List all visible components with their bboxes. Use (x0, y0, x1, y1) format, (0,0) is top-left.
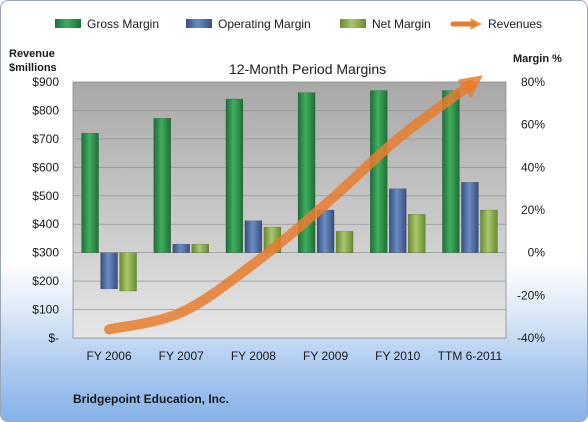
legend-swatch-gross-margin (55, 19, 81, 28)
bar-operating-margin-ttm-6-2011 (461, 182, 479, 253)
left-axis-title-line2: $millions (9, 62, 57, 74)
legend: Gross Margin Operating Margin Net Margin… (55, 17, 542, 31)
gridlines (73, 110, 506, 310)
bar-net-margin-fy-2007 (191, 243, 209, 253)
legend-item-net-margin: Net Margin (340, 17, 431, 31)
revenue-line (104, 75, 483, 335)
right-tick-label: 80% (521, 75, 545, 89)
left-axis-title-line1: Revenue (9, 48, 55, 60)
category-label-fy-2007: FY 2007 (159, 349, 204, 363)
legend-item-revenues: Revenues (450, 17, 542, 31)
left-tick-label: $400 (32, 217, 59, 231)
left-tick-label: $700 (32, 132, 59, 146)
left-tick-label: $300 (32, 246, 59, 260)
category-label-fy-2009: FY 2009 (303, 349, 348, 363)
revenue-point-fy-2008 (252, 263, 255, 266)
category-label-fy-2006: FY 2006 (87, 349, 132, 363)
legend-label-net-margin: Net Margin (372, 17, 431, 31)
revenue-line-layer (104, 75, 483, 335)
category-label-ttm-6-2011: TTM 6-2011 (438, 349, 503, 363)
plot-area (72, 81, 507, 339)
bars-layer (81, 90, 498, 292)
bar-gross-margin-fy-2007 (153, 118, 171, 253)
right-axis-ticks: -40% -20% 0% 20% 40% 60% 80% (517, 75, 545, 345)
legend-label-revenues: Revenues (488, 17, 542, 31)
revenue-point-fy-2009 (324, 203, 327, 206)
revenue-point-ttm-6-2011 (468, 83, 471, 86)
left-axis-ticks: $- $100 $200 $300 $400 $500 $600 $700 $800 $900 (32, 75, 59, 345)
right-tick-label: -40% (517, 331, 545, 345)
category-label-fy-2008: FY 2008 (231, 349, 276, 363)
company-name: Bridgepoint Education, Inc. (73, 392, 229, 406)
right-tick-label: 60% (521, 118, 545, 132)
right-axis-title: Margin % (513, 53, 562, 65)
left-tick-label: $100 (32, 303, 59, 317)
chart-title: 12-Month Period Margins (229, 61, 386, 77)
left-tick-label: $500 (32, 189, 59, 203)
legend-label-operating-margin: Operating Margin (218, 17, 311, 31)
right-tick-label: 20% (521, 203, 545, 217)
legend-item-operating-margin: Operating Margin (186, 17, 311, 31)
category-label-fy-2010: FY 2010 (375, 349, 420, 363)
revenue-point-fy-2010 (396, 137, 399, 140)
bar-operating-margin-fy-2009 (316, 209, 335, 253)
legend-swatch-net-margin (340, 19, 366, 28)
left-tick-label: $900 (32, 75, 59, 89)
bar-gross-margin-ttm-6-2011 (442, 90, 460, 253)
legend-item-gross-margin: Gross Margin (55, 17, 159, 31)
bar-gross-margin-fy-2006 (81, 132, 99, 253)
left-tick-label: $200 (32, 274, 59, 288)
legend-label-gross-margin: Gross Margin (87, 17, 159, 31)
right-tick-label: 0% (528, 246, 546, 260)
left-tick-label: $- (48, 331, 59, 345)
bar-operating-margin-fy-2010 (389, 188, 407, 253)
bar-operating-margin-fy-2007 (172, 243, 190, 253)
right-tick-label: -20% (517, 288, 545, 302)
bar-net-margin-fy-2006 (119, 252, 137, 292)
category-labels: FY 2006 FY 2007 FY 2008 FY 2009 FY 2010 TTM 6… (87, 349, 503, 363)
revenue-point-fy-2006 (108, 328, 111, 331)
left-tick-label: $800 (32, 103, 59, 117)
bar-net-margin-fy-2009 (335, 231, 354, 253)
right-tick-label: 40% (521, 160, 545, 174)
left-tick-label: $600 (32, 160, 59, 174)
bar-operating-margin-fy-2006 (100, 252, 118, 290)
bar-gross-margin-fy-2008 (225, 98, 244, 253)
bar-operating-margin-fy-2008 (244, 220, 263, 253)
legend-swatch-operating-margin (186, 19, 212, 28)
revenue-point-fy-2007 (180, 311, 183, 314)
bar-net-margin-fy-2010 (408, 214, 426, 253)
bar-gross-margin-fy-2010 (370, 90, 388, 253)
bar-net-margin-ttm-6-2011 (480, 209, 498, 253)
